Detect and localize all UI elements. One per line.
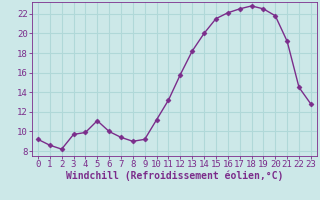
X-axis label: Windchill (Refroidissement éolien,°C): Windchill (Refroidissement éolien,°C) <box>66 171 283 181</box>
